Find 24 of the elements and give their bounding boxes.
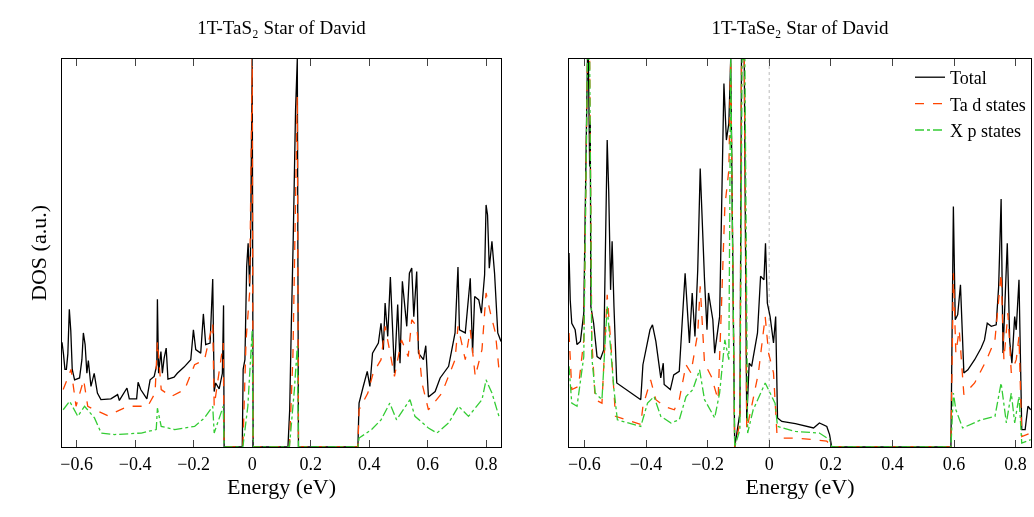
- legend-label: X p states: [950, 121, 1021, 142]
- x-tick-label: 0.2: [819, 453, 843, 474]
- x-tick-label: 0: [247, 453, 257, 474]
- x-tick-label: −0.2: [177, 453, 211, 474]
- chart-title: 1T-TaSe₂ Star of David: [711, 16, 890, 38]
- legend-label: Ta d states: [950, 94, 1026, 115]
- x-axis-title: Energy (eV): [745, 474, 855, 500]
- x-tick-label: −0.6: [60, 453, 93, 474]
- y-axis-title: DOS (a.u.): [25, 205, 51, 301]
- x-axis-title: Energy (eV): [227, 474, 336, 500]
- x-tick-label: 0: [764, 453, 774, 474]
- x-tick-label: 0.8: [475, 453, 498, 474]
- x-tick-label: −0.4: [118, 453, 152, 474]
- x-tick-label: 0.6: [942, 453, 966, 474]
- x-tick-label: −0.4: [629, 453, 663, 474]
- x-tick-label: 0.2: [299, 453, 323, 474]
- x-tick-label: 0.6: [416, 453, 440, 474]
- chart-title: 1T-TaS₂ Star of David: [197, 16, 367, 38]
- legend-label: Total: [950, 68, 987, 89]
- x-tick-label: −0.6: [568, 453, 601, 474]
- x-tick-label: 0.4: [358, 453, 381, 474]
- x-tick-label: −0.2: [691, 453, 724, 474]
- x-tick-label: 0.8: [1004, 453, 1027, 474]
- x-tick-label: 0.4: [881, 453, 904, 474]
